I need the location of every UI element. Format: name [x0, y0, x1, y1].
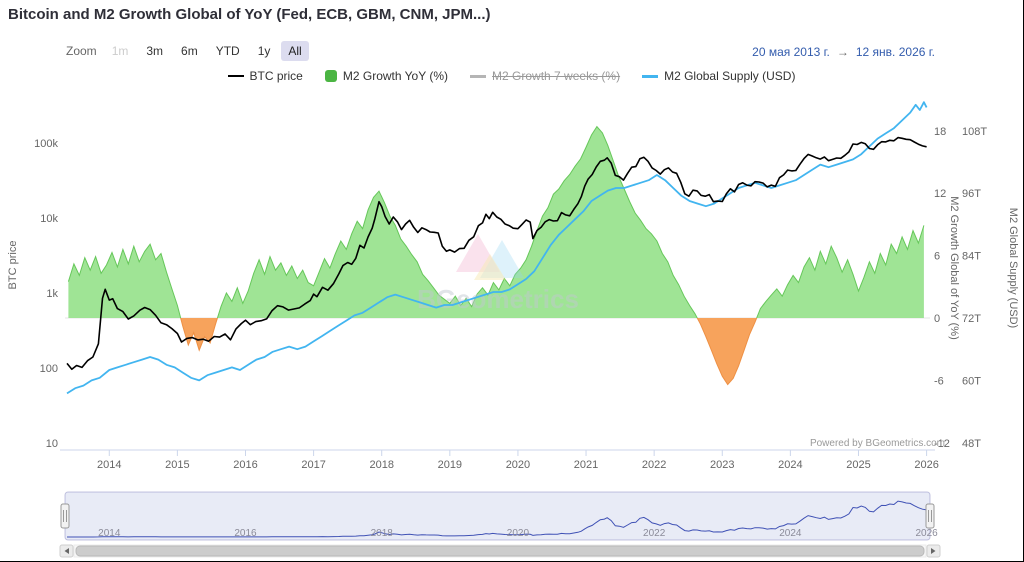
- scrollbar-thumb[interactable]: [75, 545, 925, 557]
- scrollbar-left-button[interactable]: [59, 544, 74, 558]
- watermark-text: BGeometrics: [417, 284, 579, 314]
- navigator-year-label: 2020: [507, 528, 530, 539]
- y-axis-growth-tick-label: 0: [934, 313, 940, 325]
- x-axis-tick-label: 2014: [97, 459, 121, 471]
- m2-growth-marker-icon: [324, 70, 337, 82]
- legend-item-m2-growth-yoy[interactable]: M2 Growth YoY (%): [324, 69, 449, 83]
- y-axis-growth-tick-label: 6: [934, 251, 940, 263]
- x-axis-tick-label: 2018: [369, 459, 393, 471]
- x-axis-tick-label: 2016: [233, 459, 257, 471]
- y-axis-btc-tick-label: 10k: [40, 213, 58, 225]
- legend-label: M2 Global Supply (USD): [664, 69, 796, 83]
- x-axis-tick-label: 2022: [642, 459, 666, 471]
- range-arrow-icon: →: [836, 45, 849, 59]
- navigator-year-label: 2022: [643, 528, 666, 539]
- y-axis-supply-tick-label: 60T: [962, 375, 981, 387]
- m2-growth-7w-marker-icon: [470, 74, 487, 78]
- zoom-6m-button[interactable]: 6m: [174, 41, 205, 61]
- zoom-all-button[interactable]: All: [281, 41, 309, 61]
- m2-supply-line[interactable]: [66, 101, 928, 395]
- credits-link[interactable]: Powered by BGeometrics.com: [810, 438, 945, 449]
- y-axis-btc-tick-label: 100k: [34, 138, 58, 150]
- x-axis-tick-label: 2017: [301, 459, 325, 471]
- legend: BTC price M2 Growth YoY (%) M2 Growth 7 …: [0, 69, 1023, 83]
- y-axis-btc-tick-label: 100: [40, 363, 58, 375]
- navigator-series-line: [67, 500, 927, 538]
- navigator-handle-right[interactable]: [925, 503, 935, 529]
- y-axis-supply-title: M2 Global Supply (USD): [1007, 208, 1019, 328]
- y-axis-btc-tick-label: 1k: [46, 288, 58, 300]
- y-axis-supply-tick-label: 48T: [962, 438, 981, 450]
- legend-item-btc-price[interactable]: BTC price: [227, 69, 303, 83]
- date-range-selector: 20 мая 2013 г. → 12 янв. 2026 г.: [752, 45, 935, 59]
- y-axis-supply-tick-label: 72T: [962, 313, 981, 325]
- zoom-ytd-button[interactable]: YTD: [208, 41, 247, 61]
- y-axis-btc-tick-label: 10: [46, 438, 58, 450]
- navigator-year-label: 2024: [779, 528, 802, 539]
- x-axis-tick-label: 2024: [778, 459, 802, 471]
- navigator-year-label: 2018: [371, 528, 394, 539]
- m2-growth-line-positive: [67, 125, 925, 318]
- y-axis-growth-title: M2 Growth Global of YoY (%): [948, 196, 960, 339]
- m2-growth-area-negative[interactable]: [68, 127, 924, 385]
- y-axis-growth-tick-label: -6: [934, 375, 944, 387]
- scrollbar-right-button[interactable]: [926, 544, 941, 558]
- legend-label: BTC price: [249, 69, 303, 83]
- x-axis-tick-label: 2026: [914, 459, 938, 471]
- navigator-year-label: 2026: [915, 528, 938, 539]
- y-axis-btc-title: BTC price: [7, 241, 19, 290]
- legend-label: M2 Growth 7 weeks (%): [492, 69, 621, 83]
- y-axis-supply-tick-label: 84T: [962, 251, 981, 263]
- y-axis-supply-tick-label: 96T: [962, 188, 981, 200]
- btc-line-marker-icon: [227, 75, 244, 77]
- m2-supply-marker-icon: [642, 74, 659, 78]
- legend-item-m2-growth-7-weeks[interactable]: M2 Growth 7 weeks (%): [470, 69, 620, 83]
- x-axis-tick-label: 2025: [846, 459, 870, 471]
- zoom-1y-button[interactable]: 1y: [250, 41, 278, 61]
- x-axis-tick-label: 2023: [710, 459, 734, 471]
- y-axis-supply-tick-label: 108T: [962, 126, 987, 138]
- range-from-input[interactable]: 20 мая 2013 г.: [752, 45, 830, 59]
- legend-label: M2 Growth YoY (%): [342, 69, 449, 83]
- navigator-handle-left[interactable]: [60, 503, 70, 529]
- y-axis-growth-tick-label: -12: [934, 438, 950, 450]
- watermark: BGeometrics: [417, 234, 579, 314]
- x-axis-tick-label: 2020: [506, 459, 530, 471]
- x-axis-tick-label: 2021: [574, 459, 598, 471]
- legend-item-m2-global-supply[interactable]: M2 Global Supply (USD): [642, 69, 795, 83]
- zoom-1m-button[interactable]: 1m: [104, 41, 136, 61]
- navigator-year-label: 2014: [98, 528, 121, 539]
- zoom-label: Zoom: [66, 44, 97, 58]
- zoom-3m-button[interactable]: 3m: [139, 41, 171, 61]
- navigator-mask[interactable]: [65, 492, 930, 540]
- navigator-year-label: 2016: [234, 528, 257, 539]
- x-axis-tick-label: 2019: [438, 459, 462, 471]
- range-to-input[interactable]: 12 янв. 2026 г.: [855, 45, 935, 59]
- chart-title: Bitcoin and M2 Growth Global of YoY (Fed…: [8, 6, 491, 23]
- zoom-selector: Zoom 1m 3m 6m YTD 1y All: [66, 41, 309, 61]
- x-axis-tick-label: 2015: [165, 459, 189, 471]
- y-axis-growth-tick-label: 18: [934, 126, 946, 138]
- y-axis-growth-tick-label: 12: [934, 188, 946, 200]
- m2-growth-area-positive[interactable]: [68, 126, 924, 385]
- btc-price-line[interactable]: [66, 136, 927, 371]
